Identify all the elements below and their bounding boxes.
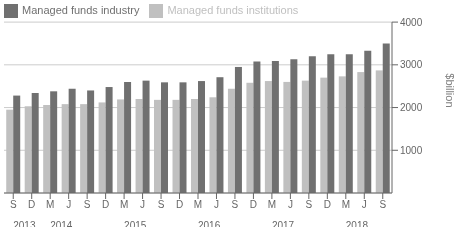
svg-text:2017: 2017 [272, 220, 295, 227]
svg-text:M: M [268, 199, 276, 210]
svg-text:3000: 3000 [400, 59, 423, 70]
svg-text:J: J [140, 199, 145, 210]
svg-text:J: J [288, 199, 293, 210]
svg-text:D: D [176, 199, 183, 210]
svg-text:D: D [102, 199, 109, 210]
svg-text:S: S [158, 199, 165, 210]
svg-text:2016: 2016 [198, 220, 221, 227]
svg-text:2018: 2018 [346, 220, 369, 227]
svg-text:J: J [362, 199, 367, 210]
svg-text:M: M [120, 199, 128, 210]
svg-text:S: S [232, 199, 239, 210]
html-text:Managed funds institutions: Managed funds institutions [167, 4, 299, 16]
svg-text:2013: 2013 [13, 220, 36, 227]
svg-text:J: J [214, 199, 219, 210]
svg-text:S: S [84, 199, 91, 210]
svg-text:2000: 2000 [400, 102, 423, 113]
svg-text:J: J [66, 199, 71, 210]
svg-text:$billion: $billion [444, 73, 446, 107]
svg-text:2015: 2015 [124, 220, 147, 227]
svg-text:1000: 1000 [400, 145, 423, 156]
svg-text:S: S [379, 199, 386, 210]
svg-text:2014: 2014 [50, 220, 73, 227]
html-text:Managed funds industry: Managed funds industry [22, 4, 140, 16]
svg-text:D: D [324, 199, 331, 210]
svg-text:D: D [250, 199, 257, 210]
svg-text:S: S [306, 199, 313, 210]
svg-text:M: M [46, 199, 54, 210]
svg-text:M: M [342, 199, 350, 210]
svg-text:M: M [194, 199, 202, 210]
svg-text:4000: 4000 [400, 17, 423, 28]
svg-text:S: S [10, 199, 17, 210]
svg-text:D: D [28, 199, 35, 210]
